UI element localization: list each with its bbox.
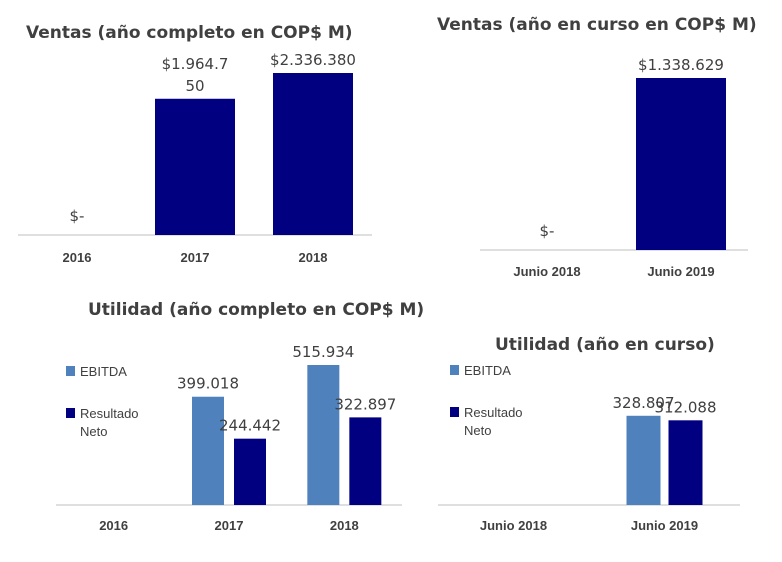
- legend-label: EBITDA: [80, 364, 127, 379]
- legend-label: Resultado: [464, 405, 523, 420]
- data-label: 328.807: [612, 394, 674, 412]
- x-tick-label: Junio 2019: [647, 264, 714, 279]
- legend-swatch: [450, 365, 459, 375]
- chart-utilidad-completo: Utilidad (año completo en COP$ M) 2016 201…: [56, 300, 424, 533]
- x-tick-label: Junio 2019: [631, 518, 698, 533]
- data-label: 515.934: [292, 343, 354, 361]
- data-label: 399.018: [177, 375, 239, 393]
- bar: [349, 417, 382, 505]
- x-tick-label: Junio 2018: [480, 518, 547, 533]
- chart-title: Ventas (año en curso en COP$ M): [437, 15, 757, 35]
- data-label: $-: [70, 207, 85, 225]
- chart-title: Utilidad (año completo en COP$ M): [88, 300, 424, 320]
- chart-title: Ventas (año completo en COP$ M): [26, 23, 353, 43]
- legend-label: Resultado: [80, 406, 139, 421]
- data-label: 244.442: [219, 417, 281, 435]
- bar: [668, 420, 703, 505]
- bar: [636, 78, 726, 250]
- bar: [307, 365, 340, 505]
- chart-title: Utilidad (año en curso): [495, 335, 715, 355]
- legend-swatch: [450, 407, 459, 417]
- bar: [192, 396, 224, 505]
- x-tick-label: 2018: [299, 250, 328, 265]
- data-label: $2.336.380: [270, 51, 356, 69]
- legend-label: Neto: [464, 423, 491, 438]
- x-tick-label: 2016: [63, 250, 92, 265]
- chart-ventas-curso: Ventas (año en curso en COP$ M) Junio 201…: [437, 15, 757, 279]
- legend-label: Neto: [80, 424, 107, 439]
- x-tick-label: Junio 2018: [513, 264, 580, 279]
- legend-label: EBITDA: [464, 363, 511, 378]
- legend-swatch: [66, 408, 75, 418]
- bar: [273, 73, 353, 235]
- bar: [626, 415, 661, 505]
- x-tick-label: 2016: [99, 518, 128, 533]
- data-label: 322.897: [334, 395, 396, 413]
- bar: [155, 98, 235, 235]
- x-tick-label: 2017: [181, 250, 210, 265]
- data-label: $-: [540, 222, 555, 240]
- data-label: $1.338.629: [638, 56, 724, 74]
- bar: [234, 438, 266, 505]
- chart-ventas-completo: Ventas (año completo en COP$ M) 2016 $- 201…: [18, 23, 372, 265]
- data-label: $1.964.7 50: [162, 55, 229, 95]
- legend-swatch: [66, 366, 75, 376]
- chart-utilidad-curso: Utilidad (año en curso) Junio 2018 Junio 2…: [438, 335, 740, 533]
- x-tick-label: 2017: [215, 518, 244, 533]
- x-tick-label: 2018: [330, 518, 359, 533]
- data-label: 312.088: [654, 398, 716, 416]
